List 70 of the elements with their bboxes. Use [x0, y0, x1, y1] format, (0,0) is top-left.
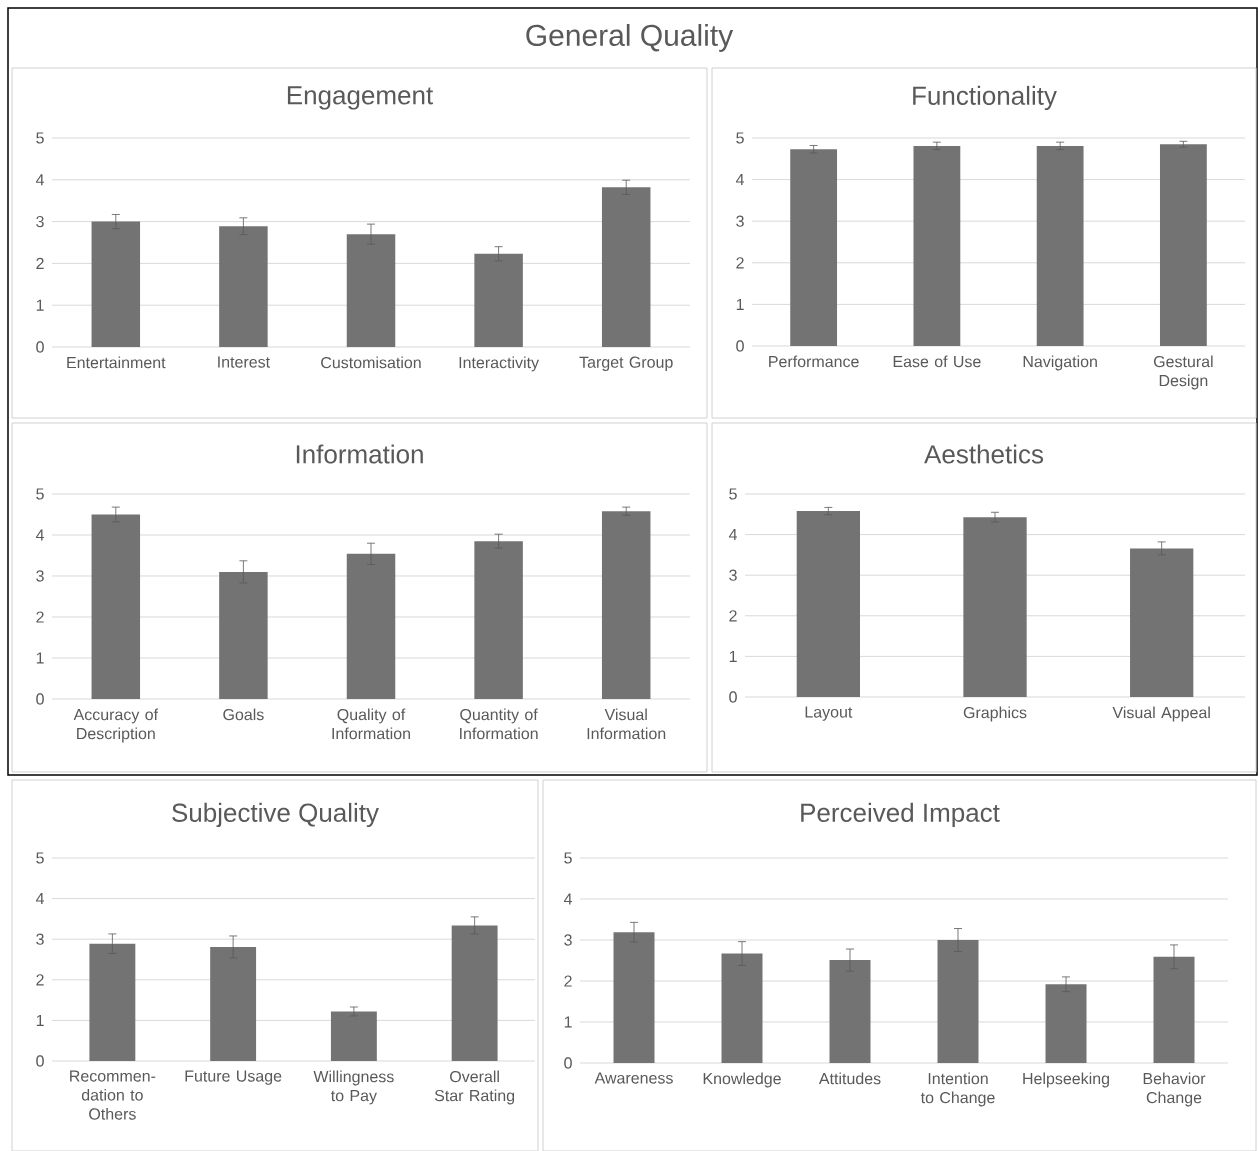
y-tick-label: 1 [36, 1014, 44, 1026]
y-tick-label: 0 [36, 1055, 44, 1067]
x-tick-label: Gestural Design [1153, 355, 1213, 390]
y-tick-label: 5 [36, 852, 44, 864]
x-tick-label: Intention to Change [920, 1072, 995, 1107]
y-tick-label: 0 [36, 693, 44, 705]
y-tick-label: 4 [728, 529, 738, 541]
y-tick-label: 5 [736, 132, 744, 144]
chart-title: Information [296, 444, 423, 464]
y-tick-label: 5 [36, 488, 44, 500]
x-tick-label: Interactivity [459, 356, 540, 372]
x-tick-label: Quantity of Information [460, 708, 538, 740]
x-tick-label: Behavior Change [1143, 1072, 1206, 1107]
x-tick-label: Target Group [579, 356, 673, 372]
chart-title: Engagement [287, 86, 434, 110]
x-tick-label: Layout [805, 706, 853, 721]
y-tick-label: 3 [736, 215, 744, 227]
y-tick-label: 2 [564, 975, 572, 987]
chart-title: Perceived Impact [801, 802, 1000, 828]
x-tick-label: Accuracy of Description [73, 708, 159, 743]
x-tick-label: Navigation [1023, 355, 1097, 371]
y-tick-label: 1 [36, 299, 44, 311]
y-tick-label: 1 [564, 1016, 572, 1028]
x-tick-label: Customisation [321, 356, 421, 369]
y-tick-label: 1 [729, 650, 737, 662]
x-tick-label: Knowledge [703, 1072, 781, 1088]
x-tick-label: Awareness [594, 1072, 673, 1084]
y-tick-label: 3 [36, 215, 44, 228]
y-tick-label: 3 [36, 570, 44, 582]
x-tick-label: Overall Star Rating [434, 1070, 515, 1105]
y-tick-label: 3 [36, 933, 44, 945]
x-tick-label: Future Usage [185, 1070, 282, 1085]
text: General Quality [526, 24, 734, 52]
x-tick-label: Attitudes [818, 1072, 881, 1085]
y-tick-label: 4 [35, 529, 45, 541]
chart-title: Functionality [913, 85, 1057, 111]
y-tick-label: 0 [564, 1057, 572, 1069]
y-tick-label: 1 [36, 652, 44, 664]
x-tick-label: Graphics [963, 706, 1027, 722]
y-tick-label: 5 [564, 852, 572, 864]
y-tick-label: 4 [735, 174, 745, 186]
y-tick-label: 0 [736, 340, 744, 352]
y-tick-label: 5 [729, 488, 737, 500]
x-tick-label: Goals [223, 708, 264, 721]
x-tick-label: Helpseeking [1023, 1072, 1109, 1088]
y-tick-label: 0 [729, 691, 737, 703]
x-tick-label: Quality of Information [332, 708, 410, 740]
y-tick-label: 4 [35, 893, 45, 905]
chart-title: Aesthetics [924, 444, 1044, 464]
x-tick-label: Interest [218, 356, 270, 368]
x-tick-label: Visual Appeal [1112, 706, 1210, 722]
y-tick-label: 4 [563, 893, 573, 905]
y-tick-label: 2 [36, 611, 44, 623]
x-tick-label: Performance [769, 355, 859, 368]
y-tick-label: 3 [564, 934, 572, 946]
y-tick-label: 3 [729, 569, 737, 581]
y-tick-label: 4 [35, 174, 45, 186]
y-tick-label: 0 [36, 341, 44, 353]
y-tick-label: 5 [36, 132, 44, 144]
x-tick-label: Visual Information [587, 708, 666, 740]
y-tick-label: 2 [36, 974, 44, 986]
x-tick-label: Entertainment [67, 356, 166, 369]
chart-title: Subjective Quality [172, 802, 379, 828]
y-tick-label: 1 [736, 298, 744, 310]
y-tick-label: 2 [736, 257, 744, 269]
y-tick-label: 2 [729, 610, 737, 622]
y-tick-label: 2 [36, 257, 44, 269]
x-tick-label: Ease of Use [893, 355, 981, 368]
x-tick-label: Willingness to Pay [313, 1070, 394, 1105]
x-tick-label: Recommen-dation to Others [70, 1070, 156, 1120]
